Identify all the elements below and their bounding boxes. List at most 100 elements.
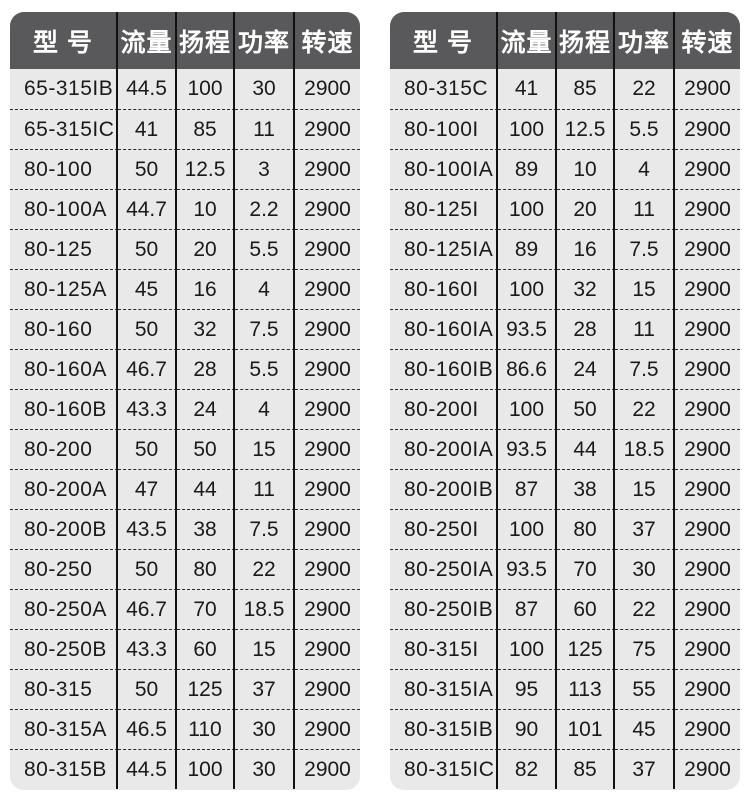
column-header-speed: 转速 — [301, 28, 354, 57]
value-cell: 2900 — [675, 229, 740, 269]
value-cell: 37 — [615, 749, 675, 789]
value-cell: 2900 — [295, 469, 360, 509]
column-header-flow: 流量 — [118, 12, 177, 69]
value-cell: 2900 — [295, 109, 360, 149]
value-cell: 5.5 — [235, 229, 295, 269]
value-cell: 11 — [235, 109, 295, 149]
value-cell: 18.5 — [615, 429, 675, 469]
value-cell: 15 — [235, 629, 295, 669]
table-row: 80-200B 43.5 38 7.5 2900 — [10, 509, 360, 549]
model-cell: 80-125 — [10, 229, 118, 269]
model-cell: 80-250 — [10, 549, 118, 589]
value-cell: 43.5 — [118, 509, 177, 549]
table-row: 80-200IA 93.5 44 18.5 2900 — [390, 429, 740, 469]
table-row: 80-200I 100 50 22 2900 — [390, 389, 740, 429]
value-cell: 7.5 — [615, 349, 675, 389]
value-cell: 12.5 — [177, 149, 235, 189]
value-cell: 93.5 — [498, 549, 557, 589]
value-cell: 2900 — [675, 549, 740, 589]
pump-spec-table-right: 型 号 流量 扬程 功率 转速 80-315C 41 85 22 2900 80-100I… — [390, 12, 740, 790]
value-cell: 125 — [557, 629, 615, 669]
column-header-power: 功率 — [615, 12, 675, 69]
value-cell: 100 — [177, 749, 235, 789]
value-cell: 18.5 — [235, 589, 295, 629]
value-cell: 37 — [615, 509, 675, 549]
model-cell: 80-200A — [10, 469, 118, 509]
value-cell: 12.5 — [557, 109, 615, 149]
model-cell: 80-315A — [10, 709, 118, 749]
value-cell: 100 — [498, 189, 557, 229]
value-cell: 87 — [498, 589, 557, 629]
value-cell: 100 — [498, 269, 557, 309]
table-row: 80-200IB 87 38 15 2900 — [390, 469, 740, 509]
model-cell: 80-160B — [10, 389, 118, 429]
table-row: 80-250IB 87 60 22 2900 — [390, 589, 740, 629]
model-cell: 80-250IA — [390, 549, 498, 589]
value-cell: 2900 — [295, 349, 360, 389]
value-cell: 2900 — [295, 189, 360, 229]
value-cell: 5.5 — [235, 349, 295, 389]
value-cell: 16 — [557, 229, 615, 269]
value-cell: 32 — [177, 309, 235, 349]
value-cell: 2900 — [675, 669, 740, 709]
model-cell: 80-160IB — [390, 349, 498, 389]
model-cell: 65-315IB — [10, 69, 118, 109]
value-cell: 2900 — [295, 589, 360, 629]
table-row: 80-250A 46.7 70 18.5 2900 — [10, 589, 360, 629]
value-cell: 2900 — [675, 269, 740, 309]
value-cell: 60 — [177, 629, 235, 669]
table-row: 80-125A 45 16 4 2900 — [10, 269, 360, 309]
table-row: 80-250IA 93.5 70 30 2900 — [390, 549, 740, 589]
column-header-power: 功率 — [235, 12, 295, 69]
table-row: 80-160IB 86.6 24 7.5 2900 — [390, 349, 740, 389]
table-row: 80-160IA 93.5 28 11 2900 — [390, 309, 740, 349]
value-cell: 47 — [118, 469, 177, 509]
model-cell: 80-200 — [10, 429, 118, 469]
value-cell: 100 — [177, 69, 235, 109]
value-cell: 89 — [498, 229, 557, 269]
value-cell: 44.7 — [118, 189, 177, 229]
value-cell: 2900 — [675, 349, 740, 389]
table-row: 80-125IA 89 16 7.5 2900 — [390, 229, 740, 269]
value-cell: 75 — [615, 629, 675, 669]
table-body: 65-315IB 44.5 100 30 2900 65-315IC 41 85 11 2900 8… — [10, 69, 360, 790]
value-cell: 80 — [557, 509, 615, 549]
value-cell: 85 — [557, 749, 615, 789]
value-cell: 2900 — [295, 709, 360, 749]
column-header-flow: 流量 — [498, 12, 557, 69]
table-row: 80-125 50 20 5.5 2900 — [10, 229, 360, 269]
value-cell: 43.3 — [118, 389, 177, 429]
table-row: 80-250 50 80 22 2900 — [10, 549, 360, 589]
value-cell: 38 — [557, 469, 615, 509]
value-cell: 2900 — [675, 109, 740, 149]
value-cell: 125 — [177, 669, 235, 709]
table-row: 80-315A 46.5 110 30 2900 — [10, 709, 360, 749]
value-cell: 50 — [177, 429, 235, 469]
model-cell: 80-315 — [10, 669, 118, 709]
model-cell: 80-160 — [10, 309, 118, 349]
value-cell: 80 — [177, 549, 235, 589]
value-cell: 11 — [615, 189, 675, 229]
model-cell: 80-100A — [10, 189, 118, 229]
value-cell: 100 — [498, 109, 557, 149]
value-cell: 16 — [177, 269, 235, 309]
value-cell: 50 — [118, 429, 177, 469]
value-cell: 3 — [235, 149, 295, 189]
value-cell: 2900 — [295, 229, 360, 269]
table-row: 80-160I 100 32 15 2900 — [390, 269, 740, 309]
value-cell: 46.7 — [118, 349, 177, 389]
value-cell: 32 — [557, 269, 615, 309]
table-row: 80-160 50 32 7.5 2900 — [10, 309, 360, 349]
table-row: 80-100I 100 12.5 5.5 2900 — [390, 109, 740, 149]
value-cell: 24 — [557, 349, 615, 389]
value-cell: 93.5 — [498, 429, 557, 469]
value-cell: 100 — [498, 389, 557, 429]
value-cell: 100 — [498, 629, 557, 669]
value-cell: 11 — [615, 309, 675, 349]
column-header-model: 型 号 — [390, 12, 498, 69]
value-cell: 41 — [498, 69, 557, 109]
value-cell: 22 — [615, 589, 675, 629]
value-cell: 20 — [177, 229, 235, 269]
value-cell: 28 — [177, 349, 235, 389]
value-cell: 50 — [118, 229, 177, 269]
